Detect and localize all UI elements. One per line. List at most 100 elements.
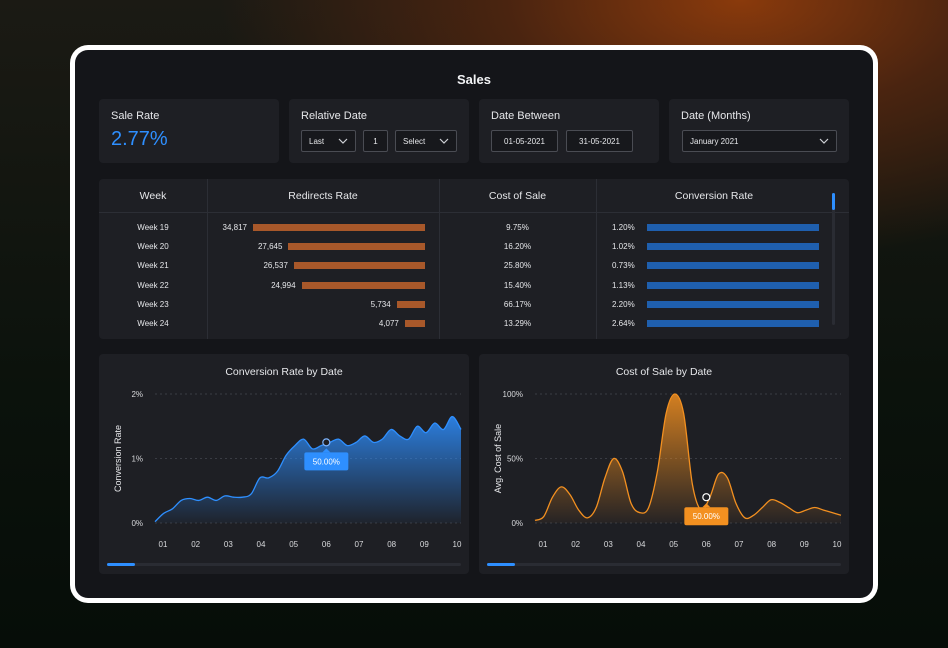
- relative-mode-select[interactable]: Last: [301, 130, 356, 152]
- y-tick-label: 100%: [503, 390, 523, 399]
- tooltip-marker: [322, 438, 331, 447]
- chart-scroll-thumb[interactable]: [487, 563, 515, 566]
- conversion-bar: [647, 262, 819, 270]
- col-header-week[interactable]: Week: [139, 190, 167, 202]
- redirects-bar: [293, 262, 425, 270]
- redirects-bar: [301, 281, 425, 289]
- dashboard-frame: Sales Sale Rate 2.77% Relative Date Last…: [70, 45, 878, 603]
- chart-title: Cost of Sale by Date: [615, 366, 713, 378]
- y-tick-label: 0%: [131, 519, 143, 528]
- date-months-value: January 2021: [690, 136, 739, 146]
- x-tick-label: 10: [833, 540, 842, 549]
- cost-cell: 13.29%: [503, 319, 532, 328]
- x-tick-label: 01: [159, 540, 168, 549]
- x-tick-label: 10: [453, 540, 462, 549]
- chevron-down-icon: [818, 135, 830, 147]
- col-header-redirects[interactable]: Redirects Rate: [288, 190, 358, 202]
- header-divider: [99, 212, 849, 213]
- chart-scrollbar[interactable]: [107, 563, 461, 566]
- tooltip-label: 50.00%: [693, 512, 720, 521]
- x-tick-label: 08: [387, 540, 396, 549]
- x-tick-label: 03: [224, 540, 233, 549]
- relative-date-label: Relative Date: [301, 110, 368, 122]
- x-tick-label: 07: [355, 540, 364, 549]
- conversion-bar: [647, 224, 819, 231]
- x-tick-label: 05: [289, 540, 298, 549]
- series-area: [535, 394, 841, 523]
- x-tick-label: 04: [637, 540, 646, 549]
- page-title: Sales: [457, 72, 491, 87]
- week-cell: Week 21: [137, 261, 169, 271]
- date-to-value: 31-05-2021: [579, 136, 620, 146]
- series-line: [154, 415, 462, 523]
- sale-rate-value: 2.77%: [111, 128, 168, 150]
- conversion-value: 2.64%: [612, 319, 635, 328]
- relative-count-input[interactable]: 1: [363, 130, 388, 152]
- sale-rate-card: Sale Rate 2.77%: [99, 99, 279, 163]
- x-tick-label: 03: [604, 540, 613, 549]
- redirects-bar: [288, 243, 425, 251]
- week-cell: Week 22: [137, 280, 169, 290]
- cost-cell: 16.20%: [503, 242, 532, 252]
- cost-cell: 66.17%: [503, 299, 532, 309]
- date-between-label: Date Between: [491, 110, 561, 122]
- col-header-cost[interactable]: Cost of Sale: [488, 190, 547, 202]
- redirects-bar: [396, 300, 425, 308]
- date-months-select[interactable]: January 2021: [682, 130, 837, 152]
- date-between-card: Date Between 01-05-2021 31-05-2021: [479, 99, 659, 163]
- x-tick-label: 05: [669, 540, 678, 549]
- tooltip-marker: [702, 493, 711, 502]
- weekly-table: Week Redirects Rate Cost of Sale Convers…: [99, 179, 849, 339]
- y-axis-label: Avg. Cost of Sale: [493, 424, 503, 493]
- date-from-value: 01-05-2021: [504, 136, 545, 146]
- cost-of-sale-chart-card: Cost of Sale by Date 0% 50% 100% 01 02 03 04 05…: [479, 354, 849, 574]
- cost-cell: 15.40%: [503, 280, 532, 290]
- series-line: [534, 393, 842, 522]
- date-months-card: Date (Months) January 2021: [669, 99, 849, 163]
- week-cell: Week 23: [137, 299, 169, 309]
- date-to-input[interactable]: 31-05-2021: [566, 130, 633, 152]
- redirects-bar: [253, 224, 425, 231]
- chart-scroll-thumb[interactable]: [107, 563, 135, 566]
- x-tick-label: 07: [735, 540, 744, 549]
- chart-title: Conversion Rate by Date: [225, 366, 343, 378]
- conversion-value: 1.13%: [612, 280, 635, 290]
- col-header-conversion[interactable]: Conversion Rate: [674, 190, 754, 202]
- sales-dashboard: Sales Sale Rate 2.77% Relative Date Last…: [75, 50, 873, 598]
- chevron-down-icon: [337, 135, 349, 147]
- tooltip-box: [684, 507, 729, 526]
- relative-count-value: 1: [373, 136, 378, 146]
- x-tick-label: 09: [800, 540, 809, 549]
- col-divider: [439, 179, 440, 339]
- redirects-value: 34,817: [222, 223, 247, 232]
- conversion-value: 1.20%: [612, 223, 635, 232]
- chart-scrollbar[interactable]: [487, 563, 841, 566]
- x-tick-label: 06: [702, 540, 711, 549]
- cost-cell: 25.80%: [503, 261, 532, 271]
- chevron-down-icon: [438, 135, 450, 147]
- relative-date-card: Relative Date Last 1 Select: [289, 99, 469, 163]
- x-tick-label: 09: [420, 540, 429, 549]
- col-divider: [596, 179, 597, 339]
- tooltip-arrow: [702, 503, 711, 508]
- date-months-label: Date (Months): [681, 110, 751, 122]
- redirects-bar: [404, 320, 425, 327]
- sale-rate-label: Sale Rate: [111, 110, 160, 122]
- conversion-bar: [647, 281, 819, 289]
- table-scrollbar[interactable]: [832, 193, 835, 325]
- x-tick-label: 02: [191, 540, 200, 549]
- col-divider: [207, 179, 208, 339]
- table-scroll-thumb[interactable]: [832, 193, 835, 210]
- cost-of-sale-chart: 0% 50% 100% 01 02 03 04 05 06 07 08 09 10 Avg. Cost o…: [493, 390, 842, 549]
- tooltip-label: 50.00%: [313, 457, 340, 466]
- relative-mode-value: Last: [309, 136, 325, 146]
- redirects-value: 4,077: [378, 319, 399, 328]
- x-tick-label: 08: [767, 540, 776, 549]
- tooltip-box: [304, 452, 349, 471]
- y-axis-label: Conversion Rate: [113, 425, 123, 492]
- y-tick-label: 50%: [507, 455, 523, 464]
- date-from-input[interactable]: 01-05-2021: [491, 130, 558, 152]
- relative-unit-select[interactable]: Select: [395, 130, 457, 152]
- y-tick-label: 2%: [131, 390, 143, 399]
- tooltip-arrow: [322, 448, 331, 453]
